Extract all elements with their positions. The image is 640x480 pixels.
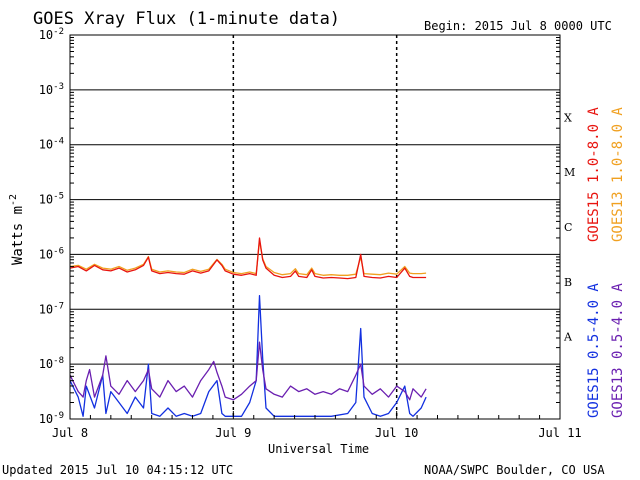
credit-text: NOAA/SWPC Boulder, CO USA <box>424 463 605 477</box>
flare-class-labels: X M C B A <box>563 111 575 343</box>
x-tick-label-day-2: Jul 10 <box>375 426 418 440</box>
y-tick-label-7: 10-7 <box>39 301 64 316</box>
x-tick-label-day-1: Jul 9 <box>215 426 251 440</box>
y-axis: 10-2 10-3 10-4 10-5 10-6 10-7 10-8 10-9 <box>39 27 560 426</box>
x-tick-label-day-0: Jul 8 <box>52 426 88 440</box>
y-axis-label: Watts m-2 <box>8 194 26 265</box>
flare-class-b: B <box>564 276 572 289</box>
y-axis-label-text: Watts m <box>10 206 26 265</box>
flare-class-c: C <box>564 221 572 234</box>
y-axis-label-exponent: -2 <box>8 194 19 206</box>
legend-goes15-short: GOES15 0.5-4.0 A <box>586 283 602 418</box>
flare-class-a: A <box>563 331 573 344</box>
y-tick-label-8: 10-8 <box>39 356 64 371</box>
x-axis-label: Universal Time <box>268 442 369 456</box>
series-line-goes13-0-5-4-0-a <box>69 341 427 401</box>
y-tick-label-5: 10-5 <box>39 192 64 207</box>
legend: GOES15 1.0-8.0 A GOES13 1.0-8.0 A GOES15… <box>586 107 626 418</box>
y-tick-label-3: 10-3 <box>39 82 64 97</box>
series-line-goes15-1-0-8-0-a <box>69 237 427 280</box>
y-tick-label-4: 10-4 <box>39 137 64 152</box>
legend-goes15-long: GOES15 1.0-8.0 A <box>586 107 602 242</box>
y-tick-label-2: 10-2 <box>39 27 64 42</box>
legend-goes13-long: GOES13 1.0-8.0 A <box>610 107 626 242</box>
legend-goes13-short: GOES13 0.5-4.0 A <box>610 283 626 418</box>
x-axis: Jul 8 Jul 9 Jul 10 Jul 11 <box>52 411 582 440</box>
plot-frame <box>69 34 561 420</box>
plot-grid <box>70 34 560 420</box>
y-tick-label-6: 10-6 <box>39 246 64 261</box>
series-line-goes15-0-5-4-0-a <box>69 294 427 417</box>
updated-timestamp: Updated 2015 Jul 10 04:15:12 UTC <box>2 463 233 477</box>
flare-class-m: M <box>564 166 575 179</box>
begin-label: Begin: 2015 Jul 8 0000 UTC <box>424 19 612 33</box>
x-tick-label-day-3: Jul 11 <box>538 426 581 440</box>
chart-title: GOES Xray Flux (1-minute data) <box>33 9 340 29</box>
flare-class-x: X <box>564 111 572 124</box>
series-layer <box>69 237 427 417</box>
y-tick-label-9: 10-9 <box>39 411 64 426</box>
